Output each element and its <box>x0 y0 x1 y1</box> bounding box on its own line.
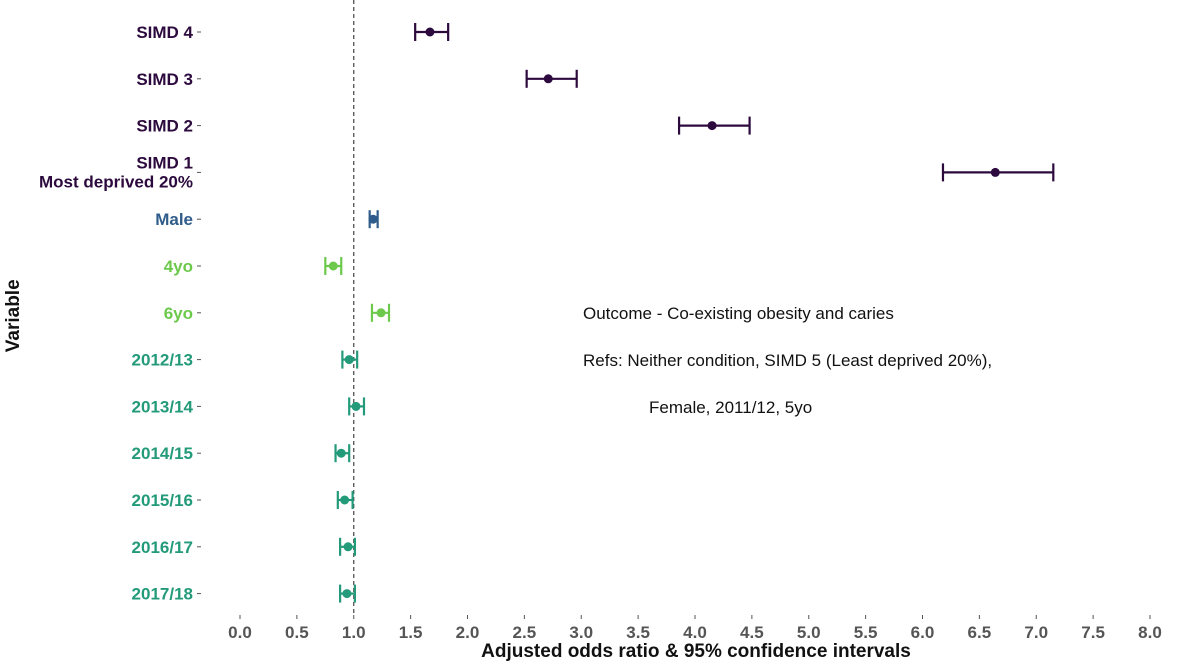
x-tick-label-4: 2.0 <box>456 623 480 642</box>
estimate-point-11 <box>343 542 353 552</box>
estimate-point-4 <box>368 214 378 224</box>
estimate-point-6 <box>376 308 386 318</box>
annotation-outcome: Outcome - Co-existing obesity and caries <box>583 304 894 323</box>
x-tick-label-1: 0.5 <box>285 623 309 642</box>
x-tick-label-2: 1.0 <box>342 623 366 642</box>
estimate-point-3 <box>990 167 1000 177</box>
y-label-8: 2013/14 <box>132 397 194 416</box>
y-label-12: 2017/18 <box>132 585 193 604</box>
estimate-point-12 <box>342 589 352 599</box>
estimate-point-0 <box>425 27 435 37</box>
y-label-2: SIMD 2 <box>136 117 193 136</box>
annotation-refs: Refs: Neither condition, SIMD 5 (Least d… <box>583 351 992 370</box>
x-tick-label-8: 4.0 <box>683 623 707 642</box>
x-tick-label-7: 3.5 <box>626 623 650 642</box>
estimate-point-2 <box>707 121 717 131</box>
x-tick-label-14: 7.0 <box>1024 623 1048 642</box>
y-label-5: 4yo <box>164 257 193 276</box>
y-label-6: 6yo <box>164 304 193 323</box>
x-tick-label-13: 6.5 <box>968 623 992 642</box>
y-label-7: 2012/13 <box>132 351 193 370</box>
x-tick-label-3: 1.5 <box>399 623 423 642</box>
y-label-3-line2: Most deprived 20% <box>39 172 193 191</box>
y-label-4: Male <box>155 210 193 229</box>
y-label-1: SIMD 3 <box>136 70 193 89</box>
x-tick-label-12: 6.0 <box>911 623 935 642</box>
x-axis: 0.0 0.5 1.0 1.5 2.0 2.5 3.0 3.5 4.0 4.5 5.0 5.5 6.0 6… <box>228 615 1162 642</box>
x-tick-label-5: 2.5 <box>513 623 537 642</box>
estimate-point-7 <box>344 355 354 365</box>
x-tick-label-6: 3.0 <box>569 623 593 642</box>
estimate-point-1 <box>543 74 553 84</box>
x-tick-label-9: 4.5 <box>740 623 764 642</box>
estimate-point-5 <box>328 261 338 271</box>
y-label-0: SIMD 4 <box>136 23 193 42</box>
annotation-refs-continued: Female, 2011/12, 5yo <box>649 398 812 417</box>
x-tick-label-11: 5.5 <box>854 623 878 642</box>
x-axis-title: Adjusted odds ratio & 95% confidence int… <box>481 641 911 662</box>
x-tick-label-10: 5.0 <box>797 623 821 642</box>
y-label-9: 2014/15 <box>132 444 193 463</box>
x-tick-label-15: 7.5 <box>1081 623 1105 642</box>
y-label-11: 2016/17 <box>132 538 193 557</box>
x-tick-label-0: 0.0 <box>228 623 252 642</box>
y-axis-ticks <box>197 31 201 595</box>
y-label-10: 2015/16 <box>132 491 193 510</box>
estimate-point-8 <box>351 401 361 411</box>
estimate-point-9 <box>336 448 346 458</box>
estimate-point-10 <box>340 495 350 505</box>
y-axis-title: Variable <box>3 279 24 352</box>
x-tick-label-16: 8.0 <box>1138 623 1162 642</box>
estimates <box>324 23 1055 603</box>
y-label-3: SIMD 1 <box>136 153 193 172</box>
